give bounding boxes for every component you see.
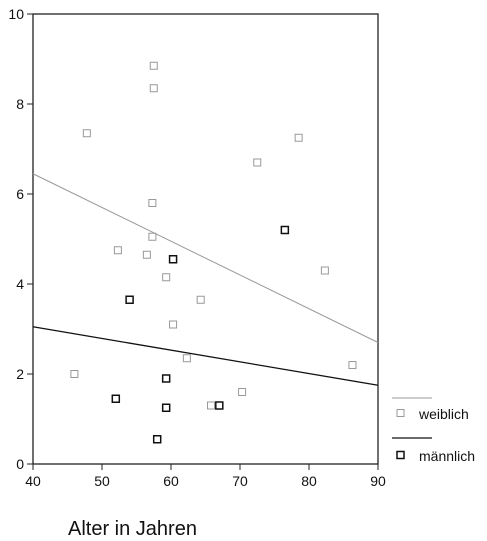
data-points [70,61,357,444]
data-point-weiblich [82,129,91,138]
data-point-weiblich [253,158,262,167]
data-point-maennlich [161,374,171,383]
data-point-weiblich [294,133,303,142]
x-tick-label: 40 [25,473,41,489]
x-tick-label: 50 [94,473,110,489]
data-point-maennlich [215,401,224,410]
y-tick-label: 8 [16,96,24,112]
data-point-weiblich [238,388,247,396]
fit-line-maennlich [32,326,379,386]
data-point-maennlich [152,435,162,444]
data-point-weiblich [196,295,205,304]
data-point-maennlich [125,295,134,304]
data-point-weiblich [142,250,151,259]
data-point-weiblich [169,320,178,329]
data-point-maennlich [111,394,121,403]
data-point-weiblich [149,61,158,70]
y-tick-label: 10 [8,6,24,22]
y-tick-label: 0 [16,456,24,472]
data-point-weiblich [348,361,357,369]
data-point-weiblich [207,401,216,410]
data-point-maennlich [161,403,171,412]
data-point-weiblich [320,266,329,275]
legend-marker-maennlich [396,450,405,460]
regression-lines [32,173,379,386]
y-tick-label: 4 [16,276,24,292]
y-tick-label: 2 [16,366,24,382]
x-axis-label: Alter in Jahren [68,518,197,540]
x-tick-label: 90 [370,473,386,489]
x-tick-label: 70 [232,473,248,489]
data-point-maennlich [168,255,178,264]
data-point-weiblich [148,232,157,241]
data-point-weiblich [70,370,79,378]
x-axis: 40 50 60 70 80 90 [25,464,386,489]
y-axis: 0 2 4 6 8 10 [8,6,33,472]
data-point-maennlich [280,225,290,235]
legend-label-maennlich: männlich [419,448,475,464]
data-point-weiblich [113,246,122,255]
fit-line-weiblich [32,173,379,343]
data-point-weiblich [162,273,171,282]
data-point-weiblich [149,84,158,93]
plot-frame [32,13,379,465]
legend-label-weiblich: weiblich [418,406,469,422]
y-tick-label: 6 [16,186,24,202]
data-point-weiblich [182,354,191,363]
x-tick-label: 80 [301,473,317,489]
x-tick-label: 60 [163,473,179,489]
legend: weiblich männlich [392,397,475,464]
legend-marker-weiblich [396,409,405,417]
data-point-weiblich [148,199,157,207]
